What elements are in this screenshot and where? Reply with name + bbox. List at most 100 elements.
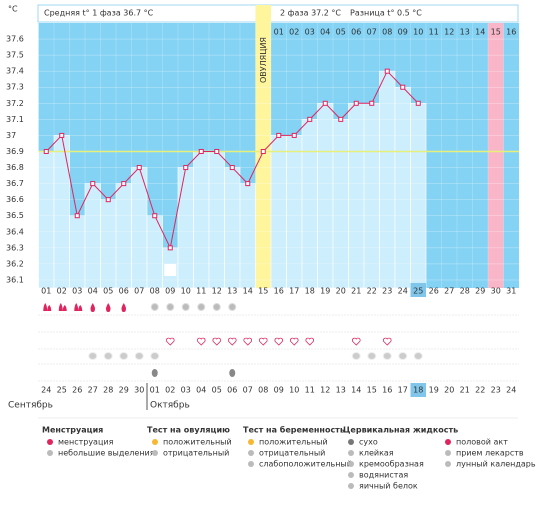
point xyxy=(307,116,313,122)
legend-item: половой акт xyxy=(456,438,508,447)
date-label: 21 xyxy=(460,386,470,395)
marked-column xyxy=(488,23,504,288)
x-tick-label: 03 xyxy=(72,287,82,296)
x-tick-label: 22 xyxy=(367,287,377,296)
phase2-label: 12 xyxy=(444,28,454,37)
phase2-label: 04 xyxy=(320,28,330,37)
ovulation-test-icon xyxy=(228,303,237,311)
x-tick-label: 13 xyxy=(227,287,237,296)
sex-icon xyxy=(212,337,222,346)
phase2-label: 14 xyxy=(475,28,485,37)
egg-white-icon xyxy=(151,369,158,377)
x-tick-label: 05 xyxy=(103,287,113,296)
bar xyxy=(84,183,101,289)
legend-item: положительный xyxy=(259,438,328,447)
egg-white-icon xyxy=(229,369,236,377)
sex-icon xyxy=(305,337,315,346)
point xyxy=(136,165,142,171)
phase2-label: 05 xyxy=(336,28,346,37)
x-tick-label: 30 xyxy=(491,287,501,296)
bar xyxy=(317,103,334,289)
legend-icon xyxy=(348,450,354,456)
y-tick-label: 37.5 xyxy=(6,51,24,60)
date-label: 07 xyxy=(243,386,253,395)
legend-item: прием лекарств xyxy=(456,449,524,458)
legend-item: водянистая xyxy=(359,471,408,480)
x-tick-label: 08 xyxy=(150,287,160,296)
x-tick-label: 26 xyxy=(429,287,439,296)
point xyxy=(384,68,390,74)
date-label: 12 xyxy=(320,386,330,395)
point xyxy=(260,148,266,154)
y-tick-label: 36.9 xyxy=(6,147,24,156)
x-tick-label: 09 xyxy=(165,287,175,296)
y-tick-label: 37 xyxy=(6,131,16,140)
date-label: 29 xyxy=(119,386,129,395)
phase2-label: 07 xyxy=(367,28,377,37)
sex-icon xyxy=(165,337,175,346)
phase2-label: 11 xyxy=(429,28,439,37)
sex-icon xyxy=(289,337,299,346)
phase2-label: 01 xyxy=(274,28,284,37)
light-icon xyxy=(121,303,126,312)
pregnancy-test-icon xyxy=(119,352,129,360)
phase2-label: 08 xyxy=(382,28,392,37)
x-tick-label: 15 xyxy=(258,287,268,296)
y-tick-label: 36.2 xyxy=(6,259,24,268)
bar xyxy=(69,215,86,289)
date-label: 09 xyxy=(274,386,284,395)
point xyxy=(183,165,189,171)
x-tick-label: 12 xyxy=(212,287,222,296)
ovulation-column xyxy=(255,5,271,288)
date-label: 27 xyxy=(88,386,98,395)
date-label: 05 xyxy=(212,386,222,395)
date-label: 16 xyxy=(382,386,392,395)
ovulation-test-icon xyxy=(166,303,175,311)
point xyxy=(229,165,235,171)
phase2-label: 10 xyxy=(413,28,423,37)
sex-icon xyxy=(382,337,392,346)
phase1-text: Средняя t° 1 фаза 36.7 °C xyxy=(44,9,154,18)
bar xyxy=(332,119,349,289)
bar xyxy=(239,183,256,289)
lunar-box xyxy=(164,264,177,276)
x-tick-label: 06 xyxy=(119,287,129,296)
bar xyxy=(100,199,117,289)
y-tick-label: 37.6 xyxy=(6,35,24,44)
legend-item: кремообразная xyxy=(359,460,424,469)
x-tick-label: 11 xyxy=(196,287,206,296)
month-label: Октябрь xyxy=(150,401,190,411)
bar xyxy=(410,103,427,289)
point xyxy=(353,100,359,106)
bar xyxy=(301,119,318,289)
point xyxy=(369,100,375,106)
date-label: 26 xyxy=(72,386,82,395)
date-label: 24 xyxy=(41,386,51,395)
menstruation-icon xyxy=(58,303,67,311)
date-label: 18 xyxy=(413,386,423,395)
date-label: 17 xyxy=(398,386,408,395)
pregnancy-test-icon xyxy=(103,352,113,360)
bar xyxy=(193,151,210,289)
point xyxy=(90,181,96,187)
sex-icon xyxy=(227,337,237,346)
y-tick-label: 36.6 xyxy=(6,195,24,204)
x-tick-label: 04 xyxy=(88,287,98,296)
point xyxy=(322,100,328,106)
difference-text: Разница t° 0.5 °C xyxy=(350,9,422,18)
bar xyxy=(224,167,241,289)
x-tick-label: 24 xyxy=(398,287,408,296)
date-label: 01 xyxy=(150,386,160,395)
header-box xyxy=(37,4,519,23)
x-tick-label: 27 xyxy=(444,287,454,296)
x-tick-label: 14 xyxy=(243,287,253,296)
bar xyxy=(177,167,194,289)
pregnancy-test-icon xyxy=(398,352,408,360)
legend-icon xyxy=(47,439,53,445)
point xyxy=(167,245,173,251)
legend-item: сухо xyxy=(359,438,378,447)
date-label: 04 xyxy=(196,386,206,395)
legend-title: Цервикальная жидкость xyxy=(343,426,458,435)
point xyxy=(74,213,80,219)
x-tick-label: 18 xyxy=(305,287,315,296)
